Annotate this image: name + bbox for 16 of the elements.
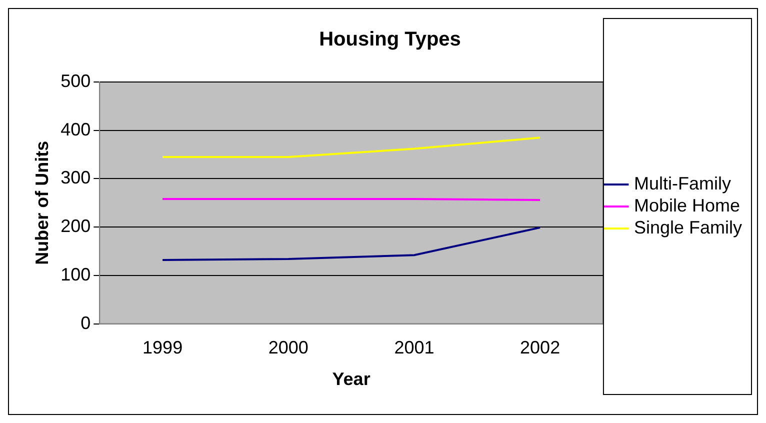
x-tick-label: 2000 [268,338,308,358]
y-tick-label: 200 [60,216,91,236]
legend-label: Multi-Family [634,173,731,194]
chart-title: Housing Types [319,28,461,51]
x-tick-label: 2002 [520,338,560,358]
y-tick-label: 500 [60,70,91,91]
y-tick-label: 300 [60,168,91,188]
x-tick-label: 1999 [142,338,183,358]
y-tick-label: 100 [60,264,91,284]
y-tick-label: 400 [60,119,91,140]
legend-label: Single Family [634,217,742,238]
legend-label: Mobile Home [634,195,740,216]
x-tick-label: 2001 [394,338,434,358]
x-axis-title: Year [332,369,370,390]
y-tick-label: 0 [80,312,91,333]
y-axis-title: Nuber of Units [32,140,52,265]
